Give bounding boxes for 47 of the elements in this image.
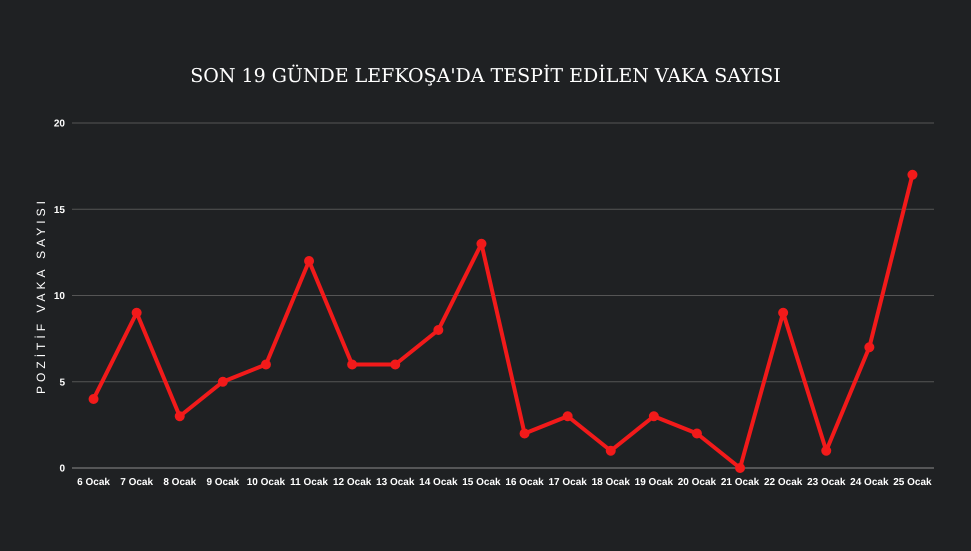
point (692, 428, 702, 438)
x-tick-label: 19 Ocak (634, 477, 674, 488)
y-tick-label: 20 (54, 118, 66, 130)
point (433, 325, 444, 335)
point (132, 308, 142, 318)
x-tick-label: 6 Ocak (77, 477, 110, 488)
point (476, 238, 486, 249)
y-tick-label: 0 (59, 464, 66, 474)
x-tick-label: 22 Ocak (764, 477, 803, 488)
x-tick-label: 10 Ocak (246, 477, 286, 488)
y-tick-label: 5 (59, 377, 66, 388)
point (347, 360, 358, 370)
x-tick-label: 13 Ocak (376, 477, 415, 488)
x-tick-label: 16 Ocak (505, 477, 544, 488)
y-axis-title: POZİTİF VAKA SAYISI (34, 197, 48, 394)
point (864, 342, 874, 352)
point (735, 463, 746, 473)
point (821, 446, 832, 456)
x-tick-label: 20 Ocak (678, 477, 717, 488)
point (562, 411, 573, 422)
x-tick-label: 9 Ocak (206, 477, 240, 488)
y-tick-label: 10 (54, 291, 66, 302)
y-tick-label: 15 (54, 204, 66, 216)
point (778, 308, 788, 318)
x-tick-label: 14 Ocak (419, 477, 458, 488)
x-tick-label: 7 Ocak (120, 477, 154, 488)
x-tick-label: 23 Ocak (807, 477, 846, 488)
point (218, 376, 228, 387)
point (606, 446, 616, 456)
x-tick-label: 15 Ocak (462, 477, 502, 488)
point (88, 394, 99, 404)
point (304, 256, 314, 266)
x-tick-label: 24 Ocak (850, 477, 889, 488)
x-tick-label: 18 Ocak (592, 477, 630, 488)
x-tick-label: 11 Ocak (290, 477, 328, 488)
x-tick-label: 25 Ocak (893, 477, 932, 488)
point (520, 428, 530, 438)
point (260, 360, 271, 370)
x-tick-label: 17 Ocak (548, 477, 588, 488)
chart-title: SON 19 GÜNDE LEFKOŞA'DA TESPİT EDİLEN VAKA SAYISI (190, 64, 781, 87)
point (174, 411, 185, 422)
x-tick-label: 8 Ocak (163, 477, 197, 488)
point (390, 360, 400, 370)
x-tick-label: 21 Ocak (720, 477, 760, 488)
point (907, 170, 918, 180)
x-tick-label: 12 Ocak (332, 477, 372, 488)
point (648, 411, 659, 422)
